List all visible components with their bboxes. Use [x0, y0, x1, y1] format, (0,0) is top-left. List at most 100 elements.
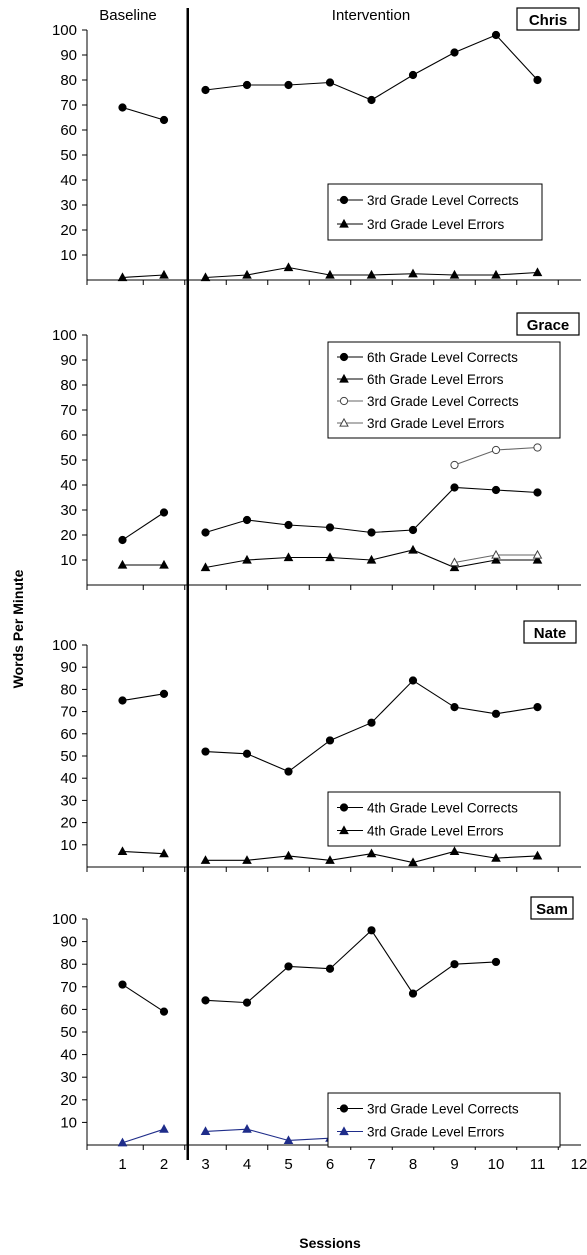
y-tick-label: 50	[60, 147, 77, 164]
data-point	[118, 103, 127, 112]
x-axis-title: Sessions	[299, 1235, 361, 1251]
legend-label: 6th Grade Level Corrects	[367, 350, 518, 365]
y-tick-label: 60	[60, 726, 77, 743]
data-point	[242, 855, 252, 864]
y-tick-label: 70	[60, 704, 77, 721]
x-tick-label: 10	[488, 1156, 505, 1173]
series-line	[122, 274, 165, 279]
data-point	[200, 855, 211, 864]
data-point	[367, 95, 376, 105]
x-tick-label: 11	[530, 1156, 546, 1173]
participant-name-box: Grace	[516, 312, 580, 336]
data-point	[450, 460, 459, 470]
y-tick-label: 80	[60, 956, 77, 973]
legend-item: 3rd Grade Level Errors	[337, 217, 505, 232]
series-line	[205, 486, 538, 534]
data-point	[284, 962, 293, 971]
legend-label: 3rd Grade Level Errors	[367, 217, 505, 232]
legend: 3rd Grade Level Corrects 3rd Grade Level …	[327, 1092, 561, 1148]
data-point	[242, 554, 252, 564]
data-point	[532, 549, 543, 559]
data-point	[408, 268, 418, 278]
legend-marker	[339, 1126, 349, 1136]
data-point	[200, 1126, 211, 1136]
series-line	[122, 693, 165, 702]
y-tick-label: 80	[60, 377, 77, 394]
legend-marker	[339, 1104, 349, 1113]
data-point	[408, 989, 418, 998]
data-point	[242, 269, 252, 279]
data-point	[201, 747, 210, 756]
data-point	[242, 515, 252, 525]
data-point	[201, 85, 210, 95]
legend-label: 3rd Grade Level Errors	[367, 1125, 505, 1140]
y-tick-label: 40	[60, 172, 77, 189]
data-point	[283, 1135, 294, 1145]
data-point	[325, 523, 335, 532]
data-point	[408, 544, 418, 554]
y-tick-label: 20	[60, 222, 77, 239]
data-point	[242, 1124, 252, 1133]
baseline-phase-label: Baseline	[99, 7, 157, 24]
data-point	[201, 528, 210, 537]
data-point	[408, 525, 418, 535]
data-point	[159, 508, 169, 517]
y-tick-label: 50	[60, 452, 77, 469]
legend: 3rd Grade Level Corrects 3rd Grade Level …	[327, 183, 543, 241]
participant-name: Sam	[536, 901, 568, 918]
x-tick-label: 7	[367, 1156, 375, 1173]
y-tick-label: 10	[60, 1114, 77, 1131]
y-tick-label: 70	[60, 402, 77, 419]
series-line	[122, 984, 165, 1013]
data-point	[532, 267, 543, 277]
legend-item: 6th Grade Level Corrects	[337, 350, 518, 365]
legend-item: 4th Grade Level Corrects	[337, 801, 518, 816]
data-point	[117, 1137, 128, 1147]
name-box-border	[516, 7, 580, 31]
legend-item: 3rd Grade Level Corrects	[337, 193, 519, 208]
y-axis-title: Words Per Minute	[10, 569, 26, 688]
data-point	[449, 557, 460, 567]
data-point	[200, 272, 211, 282]
participant-name: Grace	[527, 317, 570, 334]
y-tick-label: 30	[60, 1069, 77, 1086]
series-4th-grade-level-errors	[117, 846, 543, 867]
y-tick-label: 20	[60, 1092, 77, 1109]
series-3rd-grade-level-corrects	[450, 443, 542, 470]
y-tick-label: 50	[60, 1024, 77, 1041]
participant-name: Nate	[534, 625, 567, 642]
data-point	[325, 855, 335, 864]
x-tick-label: 8	[409, 1156, 417, 1173]
data-point	[450, 703, 459, 712]
participant-name-box: Chris	[516, 7, 580, 31]
series-line	[122, 1128, 165, 1144]
panel-chris: 10 20 30 40 50 60 70 80 90 100 Chris 3rd Grade Leve…	[52, 7, 581, 285]
y-tick-label: 100	[52, 22, 77, 39]
y-tick-label: 90	[60, 47, 77, 64]
legend-label: 4th Grade Level Corrects	[367, 801, 518, 816]
data-point	[533, 443, 542, 452]
participant-name: Chris	[529, 12, 567, 29]
data-point	[450, 483, 459, 492]
panels-layer: 10 20 30 40 50 60 70 80 90 100 Chris 3rd Grade Leve…	[52, 7, 587, 1173]
data-point	[491, 554, 501, 564]
legend-marker	[339, 803, 349, 812]
y-tick-label: 100	[52, 911, 77, 928]
series-3rd-grade-level-errors	[449, 549, 543, 567]
series-6th-grade-level-corrects	[118, 483, 542, 545]
y-tick-label: 60	[60, 122, 77, 139]
y-tick-label: 30	[60, 197, 77, 214]
data-point	[159, 1124, 169, 1133]
y-tick-label: 100	[52, 327, 77, 344]
legend-item: 3rd Grade Level Corrects	[337, 1102, 519, 1117]
data-point	[325, 552, 335, 562]
data-point	[491, 852, 501, 862]
data-point	[283, 552, 294, 562]
series-6th-grade-level-errors	[117, 544, 543, 572]
data-point	[366, 269, 377, 279]
data-point	[117, 272, 128, 282]
y-tick-label: 30	[60, 792, 77, 809]
x-tick-label: 6	[326, 1156, 334, 1173]
legend-label: 3rd Grade Level Errors	[367, 416, 505, 431]
x-tick-label: 12	[571, 1156, 587, 1173]
